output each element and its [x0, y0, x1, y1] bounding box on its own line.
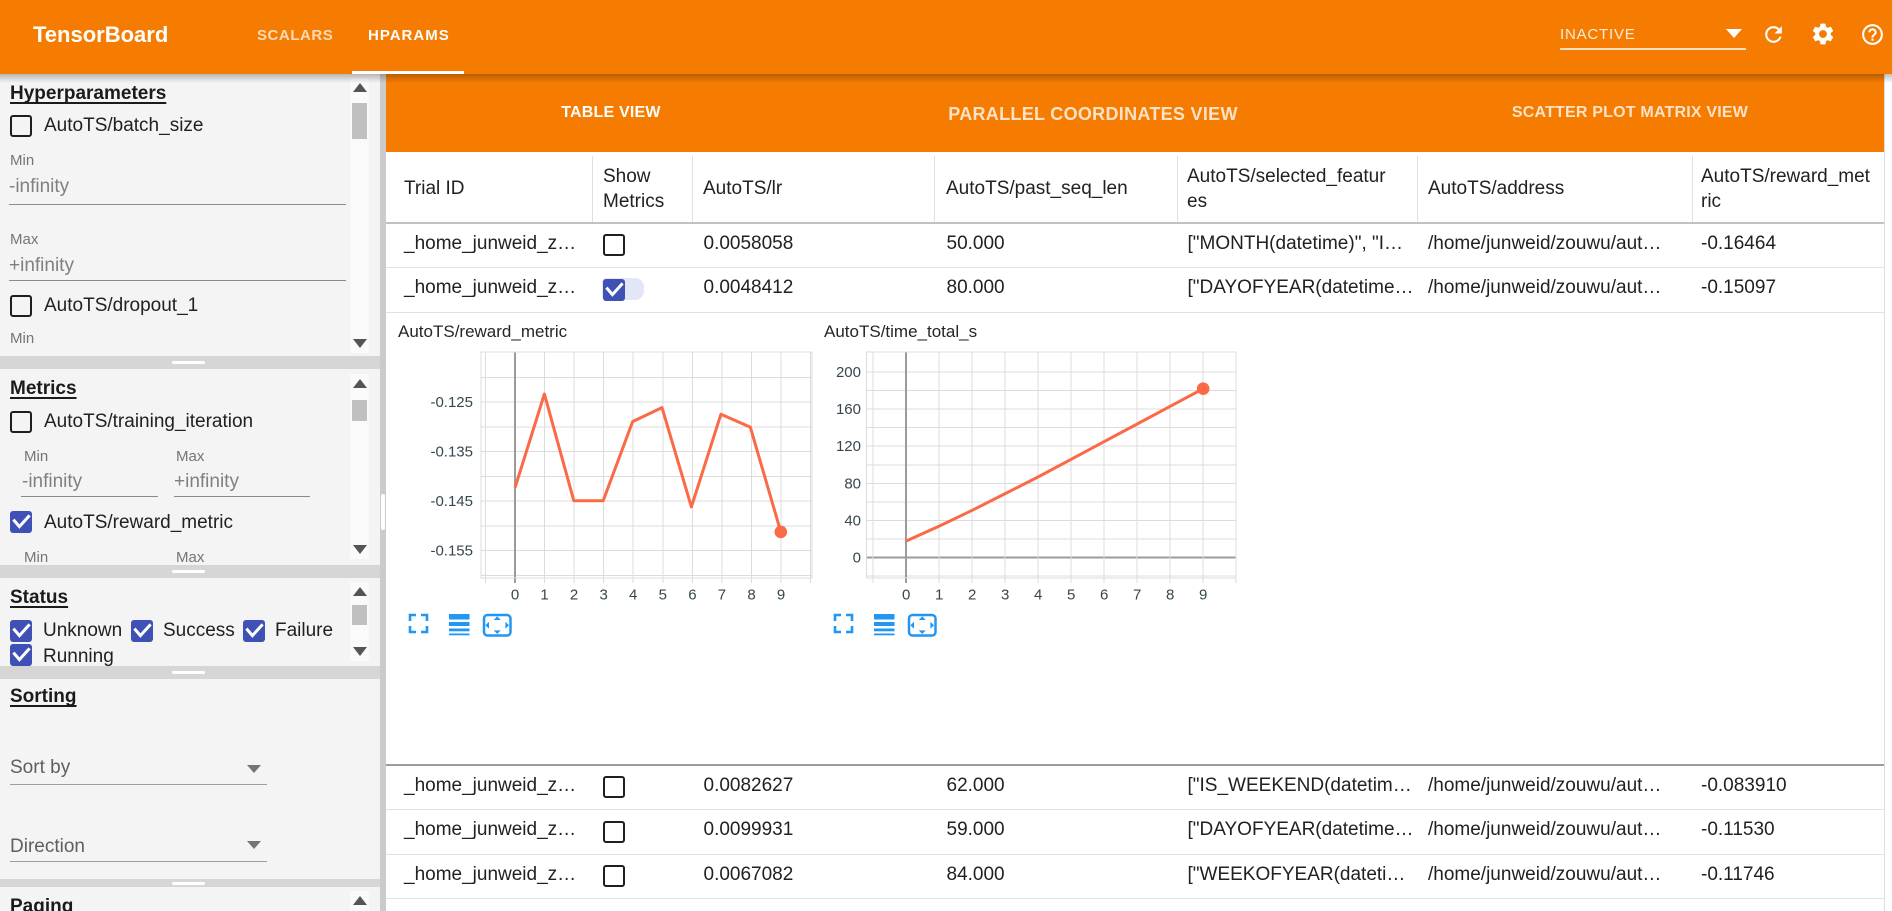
svg-text:4: 4 [629, 587, 637, 604]
svg-text:0: 0 [902, 587, 910, 604]
svg-text:3: 3 [600, 587, 608, 604]
svg-text:80: 80 [844, 475, 861, 492]
svg-text:6: 6 [688, 587, 696, 604]
svg-text:-0.155: -0.155 [430, 543, 473, 560]
svg-text:1: 1 [935, 587, 943, 604]
svg-text:3: 3 [1001, 587, 1009, 604]
svg-text:-0.125: -0.125 [430, 394, 473, 411]
svg-text:40: 40 [844, 512, 861, 529]
svg-text:120: 120 [836, 438, 861, 455]
svg-text:5: 5 [659, 587, 667, 604]
svg-text:7: 7 [718, 587, 726, 604]
svg-text:5: 5 [1067, 587, 1075, 604]
svg-text:160: 160 [836, 401, 861, 418]
svg-text:7: 7 [1133, 587, 1141, 604]
svg-text:8: 8 [747, 587, 755, 604]
svg-text:0: 0 [853, 550, 861, 567]
svg-text:-0.145: -0.145 [430, 493, 473, 510]
svg-text:0: 0 [511, 587, 519, 604]
svg-text:9: 9 [1199, 587, 1207, 604]
svg-text:200: 200 [836, 364, 861, 381]
svg-text:6: 6 [1100, 587, 1108, 604]
svg-text:9: 9 [777, 587, 785, 604]
svg-text:2: 2 [570, 587, 578, 604]
svg-text:4: 4 [1034, 587, 1042, 604]
svg-text:2: 2 [968, 587, 976, 604]
svg-text:1: 1 [540, 587, 548, 604]
svg-text:-0.135: -0.135 [430, 444, 473, 461]
svg-text:8: 8 [1166, 587, 1174, 604]
